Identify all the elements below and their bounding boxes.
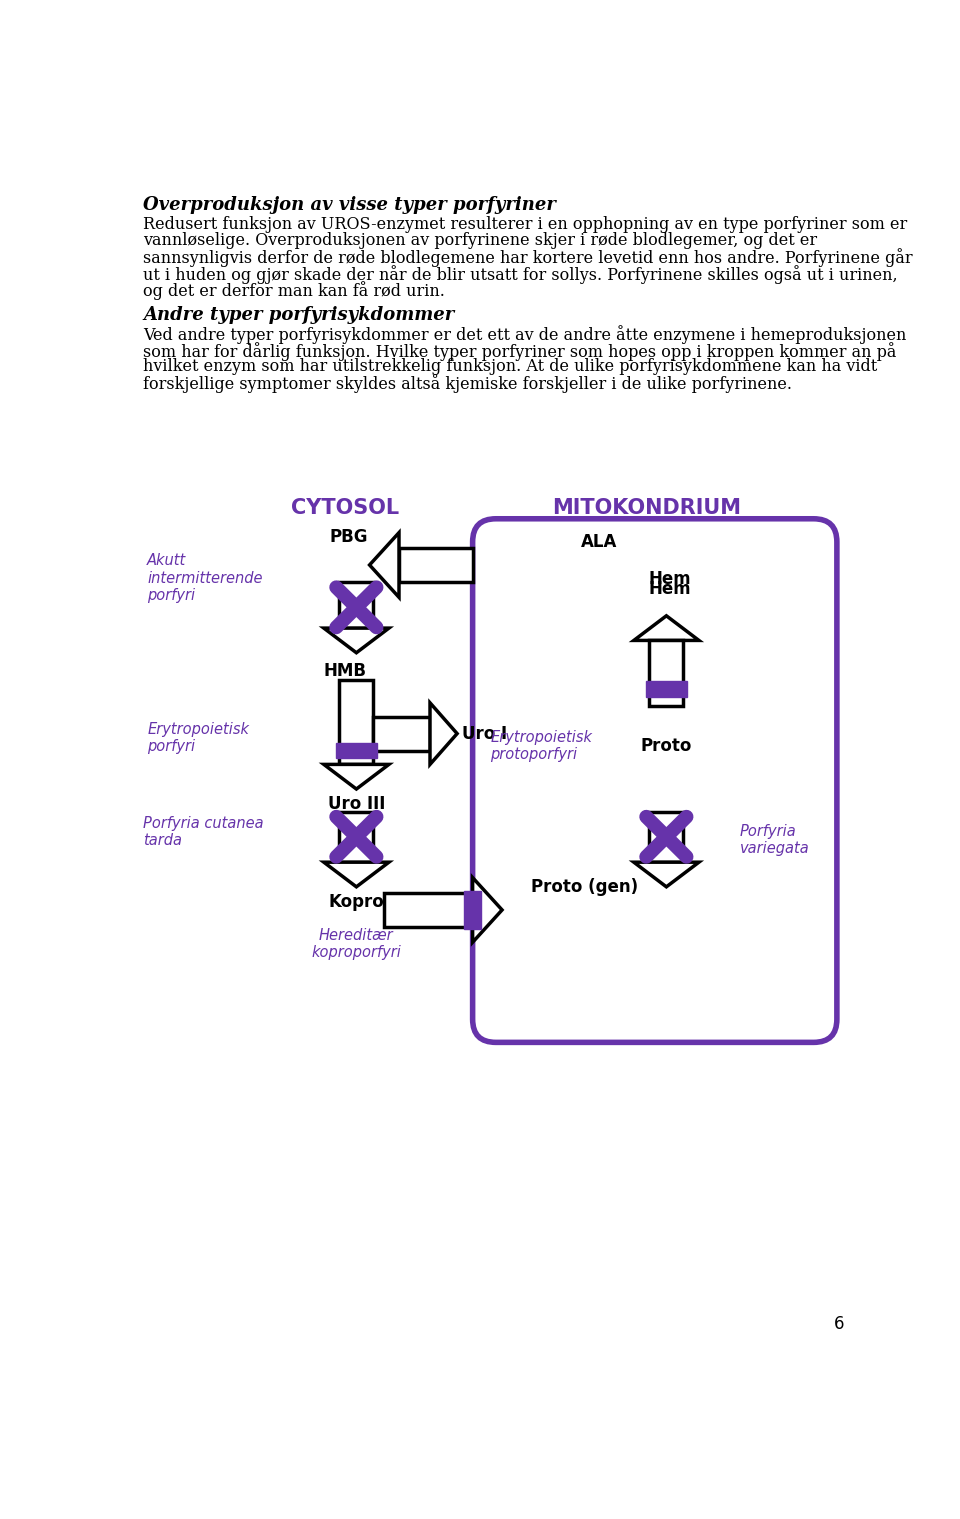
Polygon shape [336,743,376,758]
Text: ut i huden og gjør skade der når de blir utsatt for sollys. Porfyrinene skilles : ut i huden og gjør skade der når de blir… [143,264,898,284]
Text: Erytropoietisk
protoporfyri: Erytropoietisk protoporfyri [491,729,592,763]
Polygon shape [339,582,373,629]
Text: Akutt
intermitterende
porfyri: Akutt intermitterende porfyri [147,553,263,603]
Polygon shape [472,878,502,942]
Text: sannsynligvis derfor de røde blodlegemene har kortere levetid enn hos andre. Por: sannsynligvis derfor de røde blodlegemen… [143,249,913,267]
Polygon shape [383,893,472,927]
Polygon shape [324,764,389,788]
Text: Hereditær
koproporfyri: Hereditær koproporfyri [311,928,401,960]
Text: HMB: HMB [324,662,367,681]
Text: Kopro: Kopro [328,893,384,911]
Text: Porfyria cutanea
tarda: Porfyria cutanea tarda [143,816,264,849]
Polygon shape [634,863,699,887]
Text: Uro I: Uro I [462,725,507,743]
Text: Hem: Hem [649,580,691,598]
Polygon shape [430,703,457,764]
Polygon shape [373,717,430,750]
Polygon shape [646,681,686,697]
Text: 6: 6 [834,1315,845,1334]
Text: Overproduksjon av visse typer porfyriner: Overproduksjon av visse typer porfyriner [143,196,556,214]
Polygon shape [324,863,389,887]
Text: vannløselige. Overproduksjonen av porfyrinene skjer i røde blodlegemer, og det e: vannløselige. Overproduksjonen av porfyr… [143,232,817,249]
Text: Erytropoietisk
porfyri: Erytropoietisk porfyri [147,722,250,755]
Text: Ved andre typer porfyrisykdommer er det ett av de andre åtte enzymene i hemeprod: Ved andre typer porfyrisykdommer er det … [143,325,906,345]
Text: Proto: Proto [640,737,692,755]
Text: forskjellige symptomer skyldes altså kjemiske forskjeller i de ulike porfyrinene: forskjellige symptomer skyldes altså kje… [143,374,792,393]
Text: som har for dårlig funksjon. Hvilke typer porfyriner som hopes opp i kroppen kom: som har for dårlig funksjon. Hvilke type… [143,342,897,360]
Text: hvilket enzym som har utilstrekkelig funksjon. At de ulike porfyrisykdommene kan: hvilket enzym som har utilstrekkelig fun… [143,358,877,375]
Polygon shape [634,615,699,641]
Text: MITOKONDRIUM: MITOKONDRIUM [553,498,741,518]
Polygon shape [370,533,399,597]
Text: Redusert funksjon av UROS-enzymet resulterer i en opphopning av en type porfyrin: Redusert funksjon av UROS-enzymet result… [143,216,907,232]
Text: Proto (gen): Proto (gen) [531,878,637,896]
Polygon shape [339,813,373,863]
Polygon shape [649,813,684,863]
Polygon shape [339,679,373,764]
Polygon shape [464,890,481,930]
Text: PBG: PBG [329,527,368,545]
Text: Andre typer porfyrisykdommer: Andre typer porfyrisykdommer [143,307,454,324]
Polygon shape [399,548,472,582]
Text: og det er derfor man kan få rød urin.: og det er derfor man kan få rød urin. [143,281,445,299]
Text: Uro III: Uro III [327,796,385,813]
Polygon shape [324,629,389,653]
Text: CYTOSOL: CYTOSOL [291,498,398,518]
Text: Porfyria
variegata: Porfyria variegata [740,823,809,857]
Text: Hem: Hem [649,570,691,588]
Polygon shape [649,641,684,706]
Text: ALA: ALA [581,533,617,551]
